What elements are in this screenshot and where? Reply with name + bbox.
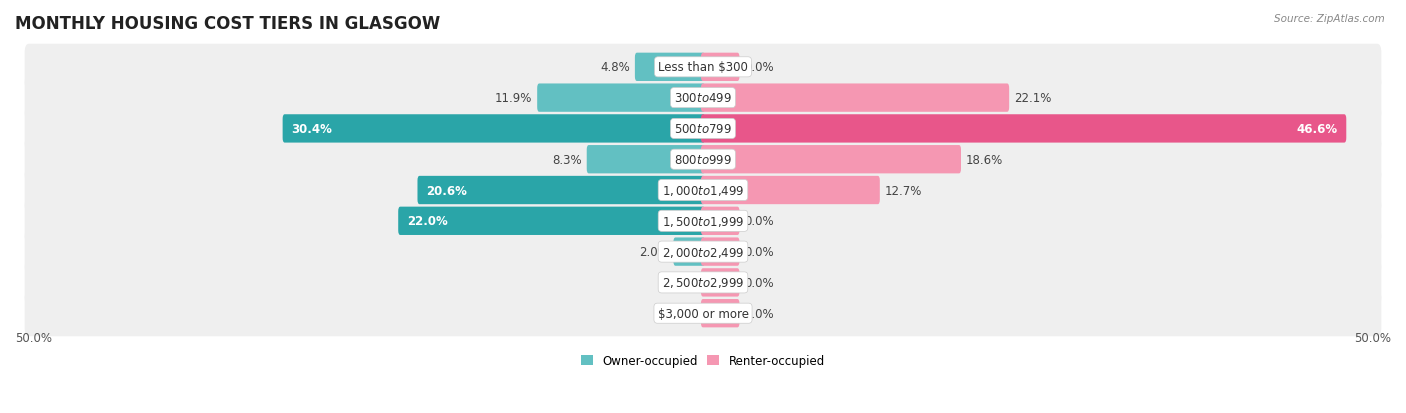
FancyBboxPatch shape (702, 176, 880, 205)
FancyBboxPatch shape (25, 137, 1381, 183)
Text: 4.8%: 4.8% (600, 61, 630, 74)
Text: 46.6%: 46.6% (1296, 123, 1337, 135)
FancyBboxPatch shape (398, 207, 704, 235)
FancyBboxPatch shape (283, 115, 704, 143)
Text: $3,000 or more: $3,000 or more (658, 307, 748, 320)
Text: 18.6%: 18.6% (966, 153, 1002, 166)
Text: 0.0%: 0.0% (666, 307, 696, 320)
Text: $800 to $999: $800 to $999 (673, 153, 733, 166)
FancyBboxPatch shape (702, 207, 740, 235)
FancyBboxPatch shape (25, 45, 1381, 91)
FancyBboxPatch shape (537, 84, 704, 112)
Legend: Owner-occupied, Renter-occupied: Owner-occupied, Renter-occupied (576, 349, 830, 372)
FancyBboxPatch shape (702, 84, 1010, 112)
Text: $500 to $799: $500 to $799 (673, 123, 733, 135)
Text: 2.0%: 2.0% (638, 245, 669, 259)
FancyBboxPatch shape (25, 106, 1381, 152)
Text: 50.0%: 50.0% (1354, 331, 1391, 344)
FancyBboxPatch shape (702, 146, 960, 174)
Text: 22.1%: 22.1% (1014, 92, 1052, 105)
FancyBboxPatch shape (25, 260, 1381, 306)
Text: 11.9%: 11.9% (495, 92, 533, 105)
Text: 50.0%: 50.0% (15, 331, 52, 344)
Text: 22.0%: 22.0% (408, 215, 449, 228)
Text: $2,000 to $2,499: $2,000 to $2,499 (662, 245, 744, 259)
FancyBboxPatch shape (25, 290, 1381, 337)
Text: 30.4%: 30.4% (291, 123, 332, 135)
Text: $2,500 to $2,999: $2,500 to $2,999 (662, 276, 744, 290)
FancyBboxPatch shape (25, 75, 1381, 121)
Text: $300 to $499: $300 to $499 (673, 92, 733, 105)
Text: 0.0%: 0.0% (666, 276, 696, 289)
Text: 0.0%: 0.0% (744, 307, 773, 320)
Text: $1,500 to $1,999: $1,500 to $1,999 (662, 214, 744, 228)
FancyBboxPatch shape (25, 198, 1381, 244)
FancyBboxPatch shape (702, 238, 740, 266)
FancyBboxPatch shape (636, 54, 704, 82)
FancyBboxPatch shape (702, 115, 1347, 143)
FancyBboxPatch shape (25, 168, 1381, 214)
FancyBboxPatch shape (418, 176, 704, 205)
Text: 0.0%: 0.0% (744, 215, 773, 228)
FancyBboxPatch shape (25, 229, 1381, 275)
FancyBboxPatch shape (673, 238, 704, 266)
FancyBboxPatch shape (702, 268, 740, 297)
Text: 12.7%: 12.7% (884, 184, 922, 197)
Text: 8.3%: 8.3% (553, 153, 582, 166)
Text: Source: ZipAtlas.com: Source: ZipAtlas.com (1274, 14, 1385, 24)
Text: 0.0%: 0.0% (744, 276, 773, 289)
FancyBboxPatch shape (586, 146, 704, 174)
Text: MONTHLY HOUSING COST TIERS IN GLASGOW: MONTHLY HOUSING COST TIERS IN GLASGOW (15, 15, 440, 33)
Text: $1,000 to $1,499: $1,000 to $1,499 (662, 183, 744, 197)
FancyBboxPatch shape (702, 54, 740, 82)
Text: 20.6%: 20.6% (426, 184, 467, 197)
Text: 0.0%: 0.0% (744, 61, 773, 74)
FancyBboxPatch shape (702, 299, 740, 328)
Text: 0.0%: 0.0% (744, 245, 773, 259)
Text: Less than $300: Less than $300 (658, 61, 748, 74)
